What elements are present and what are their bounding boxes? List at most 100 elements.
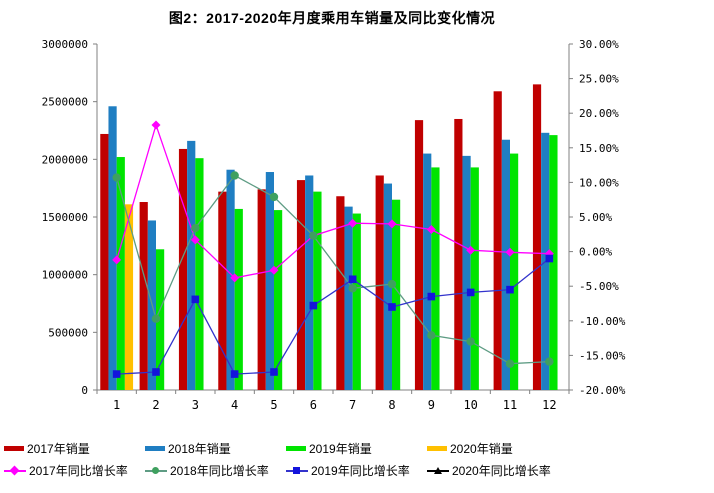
sales-bar — [470, 167, 479, 390]
yoy-line — [116, 174, 550, 365]
legend-2018-yoy: 2018年同比增长率 — [145, 462, 286, 479]
legend-2017-yoy: 2017年同比增长率 — [4, 462, 145, 479]
legend-swatch-2020-sales-icon — [427, 446, 447, 451]
sales-bar — [493, 91, 502, 390]
left-axis-tick-label: 1000000 — [42, 269, 88, 282]
sales-bar — [336, 196, 345, 390]
left-axis-tick-label: 3000000 — [42, 38, 88, 51]
right-axis-tick-label: 25.00% — [579, 73, 619, 86]
legend-2020-yoy: 2020年同比增长率 — [427, 462, 568, 479]
legend-row-yoy: 2017年同比增长率 2018年同比增长率 2019年同比增长率 2020年同比… — [4, 462, 710, 479]
legend-label: 2017年销量 — [27, 442, 90, 456]
sales-bar — [532, 84, 542, 391]
yoy-marker-circle — [309, 231, 318, 240]
legend-2018-sales: 2018年销量 — [145, 440, 286, 457]
legend-line-triangle-icon — [427, 466, 449, 475]
x-axis-label: 8 — [388, 398, 395, 412]
yoy-marker-square — [191, 295, 200, 304]
sales-bar — [510, 153, 519, 390]
yoy-line — [116, 257, 550, 375]
legend-label: 2018年销量 — [168, 442, 231, 456]
right-axis-tick-label: 5.00% — [579, 211, 612, 224]
legend-2020-sales: 2020年销量 — [427, 440, 568, 457]
legend-2019-sales: 2019年销量 — [286, 440, 427, 457]
sales-bar — [501, 139, 510, 390]
yoy-marker-diamond — [269, 265, 279, 275]
yoy-marker-diamond — [230, 273, 240, 283]
right-axis-tick-label: 10.00% — [579, 176, 619, 189]
sales-bar — [234, 208, 243, 390]
sales-bar — [178, 148, 188, 390]
yoy-marker-diamond — [190, 235, 200, 245]
yoy-marker-circle — [230, 171, 239, 180]
yoy-marker-square — [545, 254, 554, 263]
right-axis-tick-label: 20.00% — [579, 107, 619, 120]
left-axis-tick-label: 500000 — [48, 326, 88, 339]
x-axis-label: 3 — [192, 398, 199, 412]
legend-swatch-2019-sales-icon — [286, 446, 306, 451]
legend-row-sales: 2017年销量 2018年销量 2019年销量 2020年销量 — [4, 440, 710, 457]
legend-label: 2019年同比增长率 — [311, 464, 410, 478]
legend-line-square-icon — [286, 466, 308, 475]
legend-line-diamond-icon — [4, 465, 26, 476]
sales-bar — [305, 175, 314, 390]
yoy-marker-diamond — [348, 218, 358, 228]
x-axis-label: 10 — [463, 398, 477, 412]
right-axis-tick-label: -5.00% — [579, 280, 619, 293]
yoy-marker-diamond — [466, 245, 476, 255]
sales-bar — [226, 169, 235, 390]
x-axis-label: 11 — [503, 398, 517, 412]
x-axis-label: 12 — [542, 398, 556, 412]
chart-canvas: 0 500000 1000000 1500000 2000000 2500000 30000… — [42, 38, 626, 412]
yoy-marker-square — [309, 301, 318, 310]
sales-bar — [423, 153, 432, 390]
right-axis-tick-label: 30.00% — [579, 38, 619, 51]
yoy-marker-circle — [505, 359, 515, 368]
yoy-marker-square — [348, 275, 357, 284]
right-axis-tick-label: -10.00% — [579, 315, 626, 328]
sales-bar — [549, 135, 558, 390]
x-axis-label: 5 — [270, 398, 277, 412]
yoy-marker-square — [427, 292, 436, 301]
sales-bar — [462, 155, 471, 390]
yoy-marker-circle — [269, 192, 279, 202]
x-axis-label: 9 — [428, 398, 435, 412]
x-axis-label: 6 — [310, 398, 317, 412]
legend-swatch-2017-sales-icon — [4, 446, 24, 451]
yoy-marker-circle — [191, 223, 200, 233]
yoy-marker-circle — [466, 337, 475, 346]
yoy-marker-square — [112, 370, 121, 378]
yoy-marker-circle — [112, 173, 121, 182]
yoy-marker-diamond — [151, 120, 161, 130]
x-axis-label: 4 — [231, 398, 238, 412]
left-axis-tick-label: 2000000 — [42, 153, 88, 166]
right-axis-tick-label: 15.00% — [579, 142, 619, 155]
legend-label: 2019年销量 — [309, 442, 372, 456]
yoy-marker-square — [230, 370, 239, 378]
sales-bar — [139, 202, 148, 390]
sales-bar — [116, 157, 125, 390]
sales-bar — [124, 204, 134, 390]
legend-2017-sales: 2017年销量 — [4, 440, 145, 457]
sales-bar — [383, 183, 392, 390]
left-axis-tick-label: 2500000 — [42, 96, 88, 109]
yoy-marker-square — [388, 303, 396, 311]
sales-bar — [431, 167, 440, 390]
x-axis-label: 2 — [152, 398, 159, 412]
sales-bar — [195, 158, 204, 390]
sales-bar — [296, 180, 306, 390]
yoy-marker-circle — [348, 284, 357, 293]
yoy-marker-square — [506, 285, 514, 294]
sales-bar — [454, 118, 463, 390]
legend-line-circle-icon — [145, 466, 167, 475]
legend-label: 2017年同比增长率 — [29, 464, 128, 478]
sales-bar — [313, 191, 322, 390]
yoy-line — [116, 122, 550, 279]
yoy-marker-circle — [427, 331, 436, 340]
chart-title: 图2：2017-2020年月度乘用车销量及同比变化情况 — [168, 10, 496, 26]
sales-bar — [156, 249, 165, 390]
yoy-marker-circle — [151, 314, 161, 323]
sales-bar — [257, 189, 266, 390]
yoy-marker-diamond — [505, 247, 515, 257]
legend-label: 2020年同比增长率 — [452, 464, 551, 478]
